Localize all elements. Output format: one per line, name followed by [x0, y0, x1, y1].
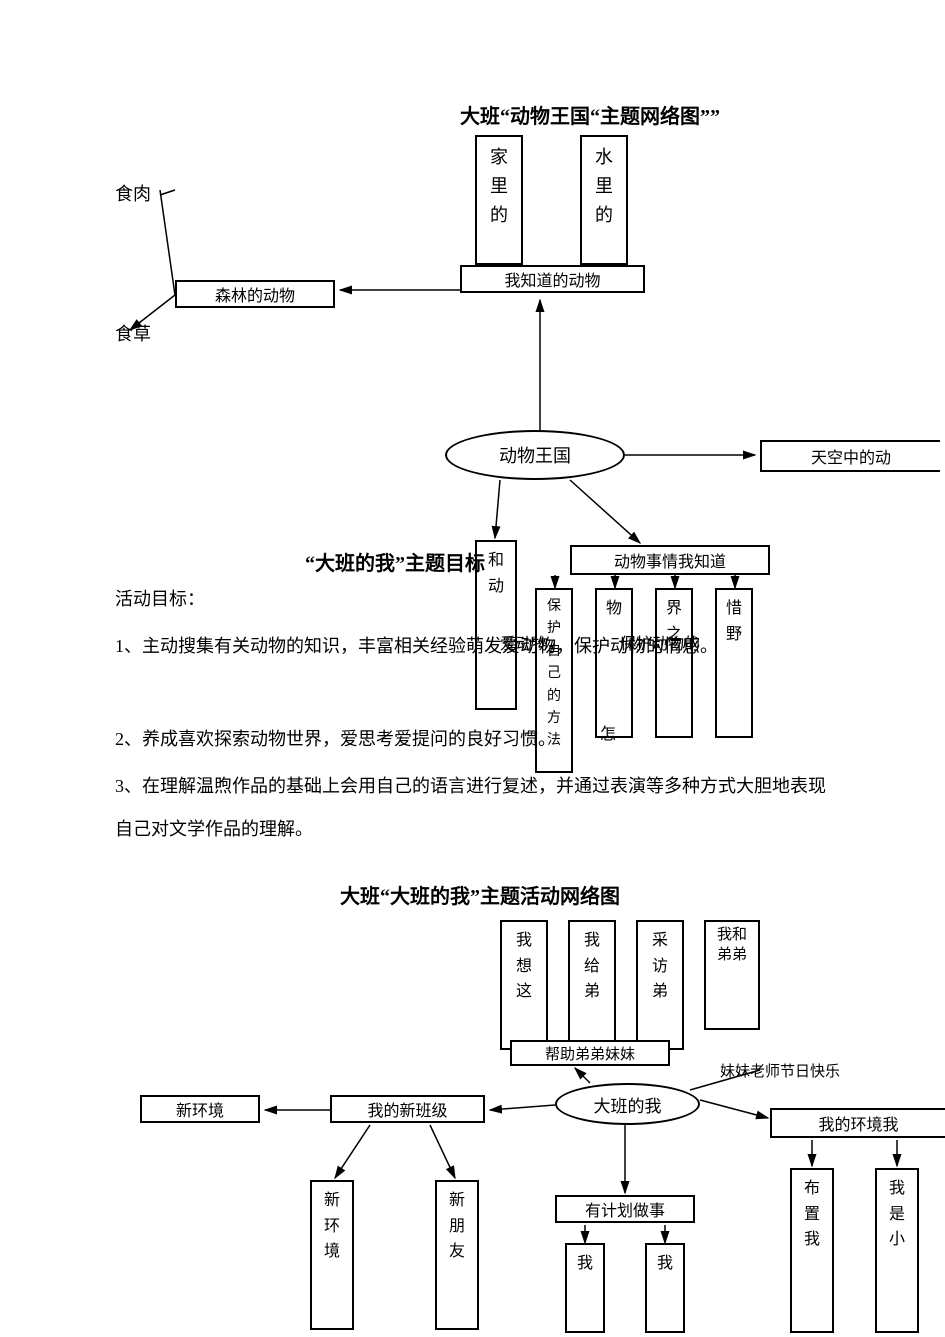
node2-decorate: 布置我	[790, 1168, 834, 1333]
section2-line1: 1、主动搜集有关动物的知识，丰富相关经验萌发爱动物，保护动物的情感。	[115, 625, 835, 668]
node2-me2: 我	[645, 1243, 685, 1333]
node-center-animal-kingdom: 动物王国	[445, 430, 625, 480]
node2-small: 我是小	[875, 1168, 919, 1333]
label-meat: 食肉	[115, 180, 151, 206]
section2-subheading: 活动目标：	[115, 585, 205, 611]
node-things-know: 动物事情我知道	[570, 545, 770, 575]
node2-help: 帮助弟弟妹妹	[510, 1040, 670, 1066]
node2-want: 我想这	[500, 920, 548, 1050]
node2-center: 大班的我	[555, 1083, 700, 1125]
node2-myenv: 我的环境我	[770, 1108, 945, 1138]
section2-line2: 2、养成喜欢探索动物世界，爱思考爱提问的良好习惯。	[115, 718, 835, 761]
section2-line3: 3、在理解温煦作品的基础上会用自己的语言进行复述，并通过表演等多种方式大胆地表现…	[115, 765, 835, 851]
node2-interview: 采访弟	[636, 920, 684, 1050]
diagram2-title: 大班“大班的我”主题活动网络图	[280, 880, 680, 909]
diagram1-title: 大班“动物王国“主题网络图””	[360, 100, 820, 129]
node2-plan: 有计划做事	[555, 1195, 695, 1223]
node2-teacher: 妹妹老师节日快乐	[720, 1060, 840, 1081]
node2-give: 我给弟	[568, 920, 616, 1050]
node-sky: 天空中的动	[760, 440, 940, 472]
label-grass: 食草	[115, 320, 151, 346]
node2-newenv2: 新环境	[310, 1180, 354, 1330]
node2-myclass: 我的新班级	[330, 1095, 485, 1123]
node-water: 水里的	[580, 135, 628, 265]
node-home: 家里的	[475, 135, 523, 265]
node-forest: 森林的动物	[175, 280, 335, 308]
node-know-animals: 我知道的动物	[460, 265, 645, 293]
node2-me1: 我	[565, 1243, 605, 1333]
node2-newenv: 新环境	[140, 1095, 260, 1123]
section2-heading: “大班的我”主题目标	[305, 547, 485, 576]
node2-newfriend: 新朋友	[435, 1180, 479, 1330]
node2-bro: 我和弟弟	[704, 920, 760, 1030]
